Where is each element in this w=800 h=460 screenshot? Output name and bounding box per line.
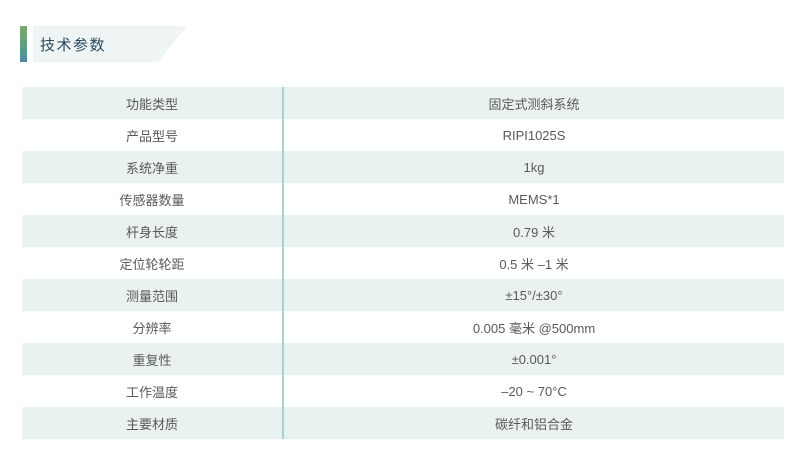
- table-row: 产品型号 RIPI1025S: [22, 119, 784, 151]
- param-value-cell: 1kg: [282, 151, 784, 183]
- table-row: 重复性 ±0.001°: [22, 343, 784, 375]
- table-row: 杆身长度 0.79 米: [22, 215, 784, 247]
- param-value-cell: 固定式测斜系统: [282, 87, 784, 119]
- section-header: 技术参数: [20, 26, 187, 62]
- param-label-cell: 分辨率: [132, 320, 172, 336]
- param-label-cell: 工作温度: [125, 384, 178, 400]
- accent-bar: [20, 26, 27, 62]
- title-banner: 技术参数: [33, 26, 187, 62]
- param-value-cell: RIPI1025S: [282, 119, 784, 151]
- param-label-cell: 重复性: [132, 352, 172, 368]
- table-row: 测量范围 ±15°/±30°: [22, 279, 784, 311]
- table-row: 定位轮轮距 0.5 米 –1 米: [22, 247, 784, 279]
- table-row: 系统净重 1kg: [22, 151, 784, 183]
- param-value-cell: –20 ~ 70°C: [282, 375, 784, 407]
- param-value-cell: MEMS*1: [282, 183, 784, 215]
- param-value-cell: 0.79 米: [282, 215, 784, 247]
- param-value-cell: 碳纤和铝合金: [282, 407, 784, 439]
- param-label-cell: 传感器数量: [119, 192, 185, 208]
- param-label-cell: 测量范围: [125, 288, 178, 304]
- param-value-cell: 0.005 毫米 @500mm: [282, 311, 784, 343]
- param-label-cell: 产品型号: [125, 128, 178, 144]
- param-label-cell: 定位轮轮距: [119, 256, 185, 272]
- page-title: 技术参数: [40, 36, 107, 54]
- table-row: 功能类型 固定式测斜系统: [22, 87, 784, 119]
- param-label-cell: 杆身长度: [125, 224, 178, 240]
- table-row: 工作温度 –20 ~ 70°C: [22, 375, 784, 407]
- param-value-cell: ±0.001°: [282, 343, 784, 375]
- param-value-cell: ±15°/±30°: [282, 279, 784, 311]
- table-row: 主要材质 碳纤和铝合金: [22, 407, 784, 439]
- param-value-cell: 0.5 米 –1 米: [282, 247, 784, 279]
- param-label-cell: 功能类型: [125, 96, 178, 112]
- spec-table: 功能类型 固定式测斜系统 产品型号 RIPI1025S 系统净重 1kg 传感器…: [22, 87, 784, 439]
- table-row: 分辨率 0.005 毫米 @500mm: [22, 311, 784, 343]
- param-label-cell: 主要材质: [125, 416, 178, 432]
- table-row: 传感器数量 MEMS*1: [22, 183, 784, 215]
- param-label-cell: 系统净重: [125, 160, 178, 176]
